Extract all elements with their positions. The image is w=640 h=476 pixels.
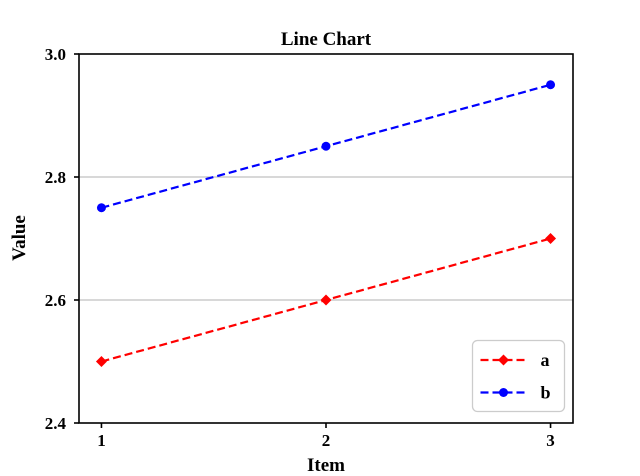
chart-title: Line Chart [281,29,372,50]
y-axis-label: Value [9,215,30,261]
series-a-marker [320,294,332,306]
series-a-marker [95,356,107,367]
series-a-marker [498,354,509,366]
x-tick-label: 1 [97,431,106,450]
legend-label-a: a [541,350,550,370]
legend-box [471,339,566,413]
series-b-marker [321,141,331,151]
series-b-marker [499,388,508,397]
legend-label-b: b [541,383,551,403]
y-tick-label: 3.0 [45,45,66,64]
y-tick-label: 2.8 [45,168,66,187]
x-tick-label: 2 [322,431,331,450]
x-tick-label: 3 [546,431,555,450]
y-tick-label: 2.4 [45,414,67,433]
series-a-marker [545,233,557,244]
y-tick-label: 2.6 [45,291,66,310]
series-b-marker [546,80,556,90]
chart-layers: 2.4 2.6 2.8 3.0 1 2 3 ab [45,45,574,450]
x-axis-label: Item [307,455,345,476]
series-b-marker [96,203,106,213]
